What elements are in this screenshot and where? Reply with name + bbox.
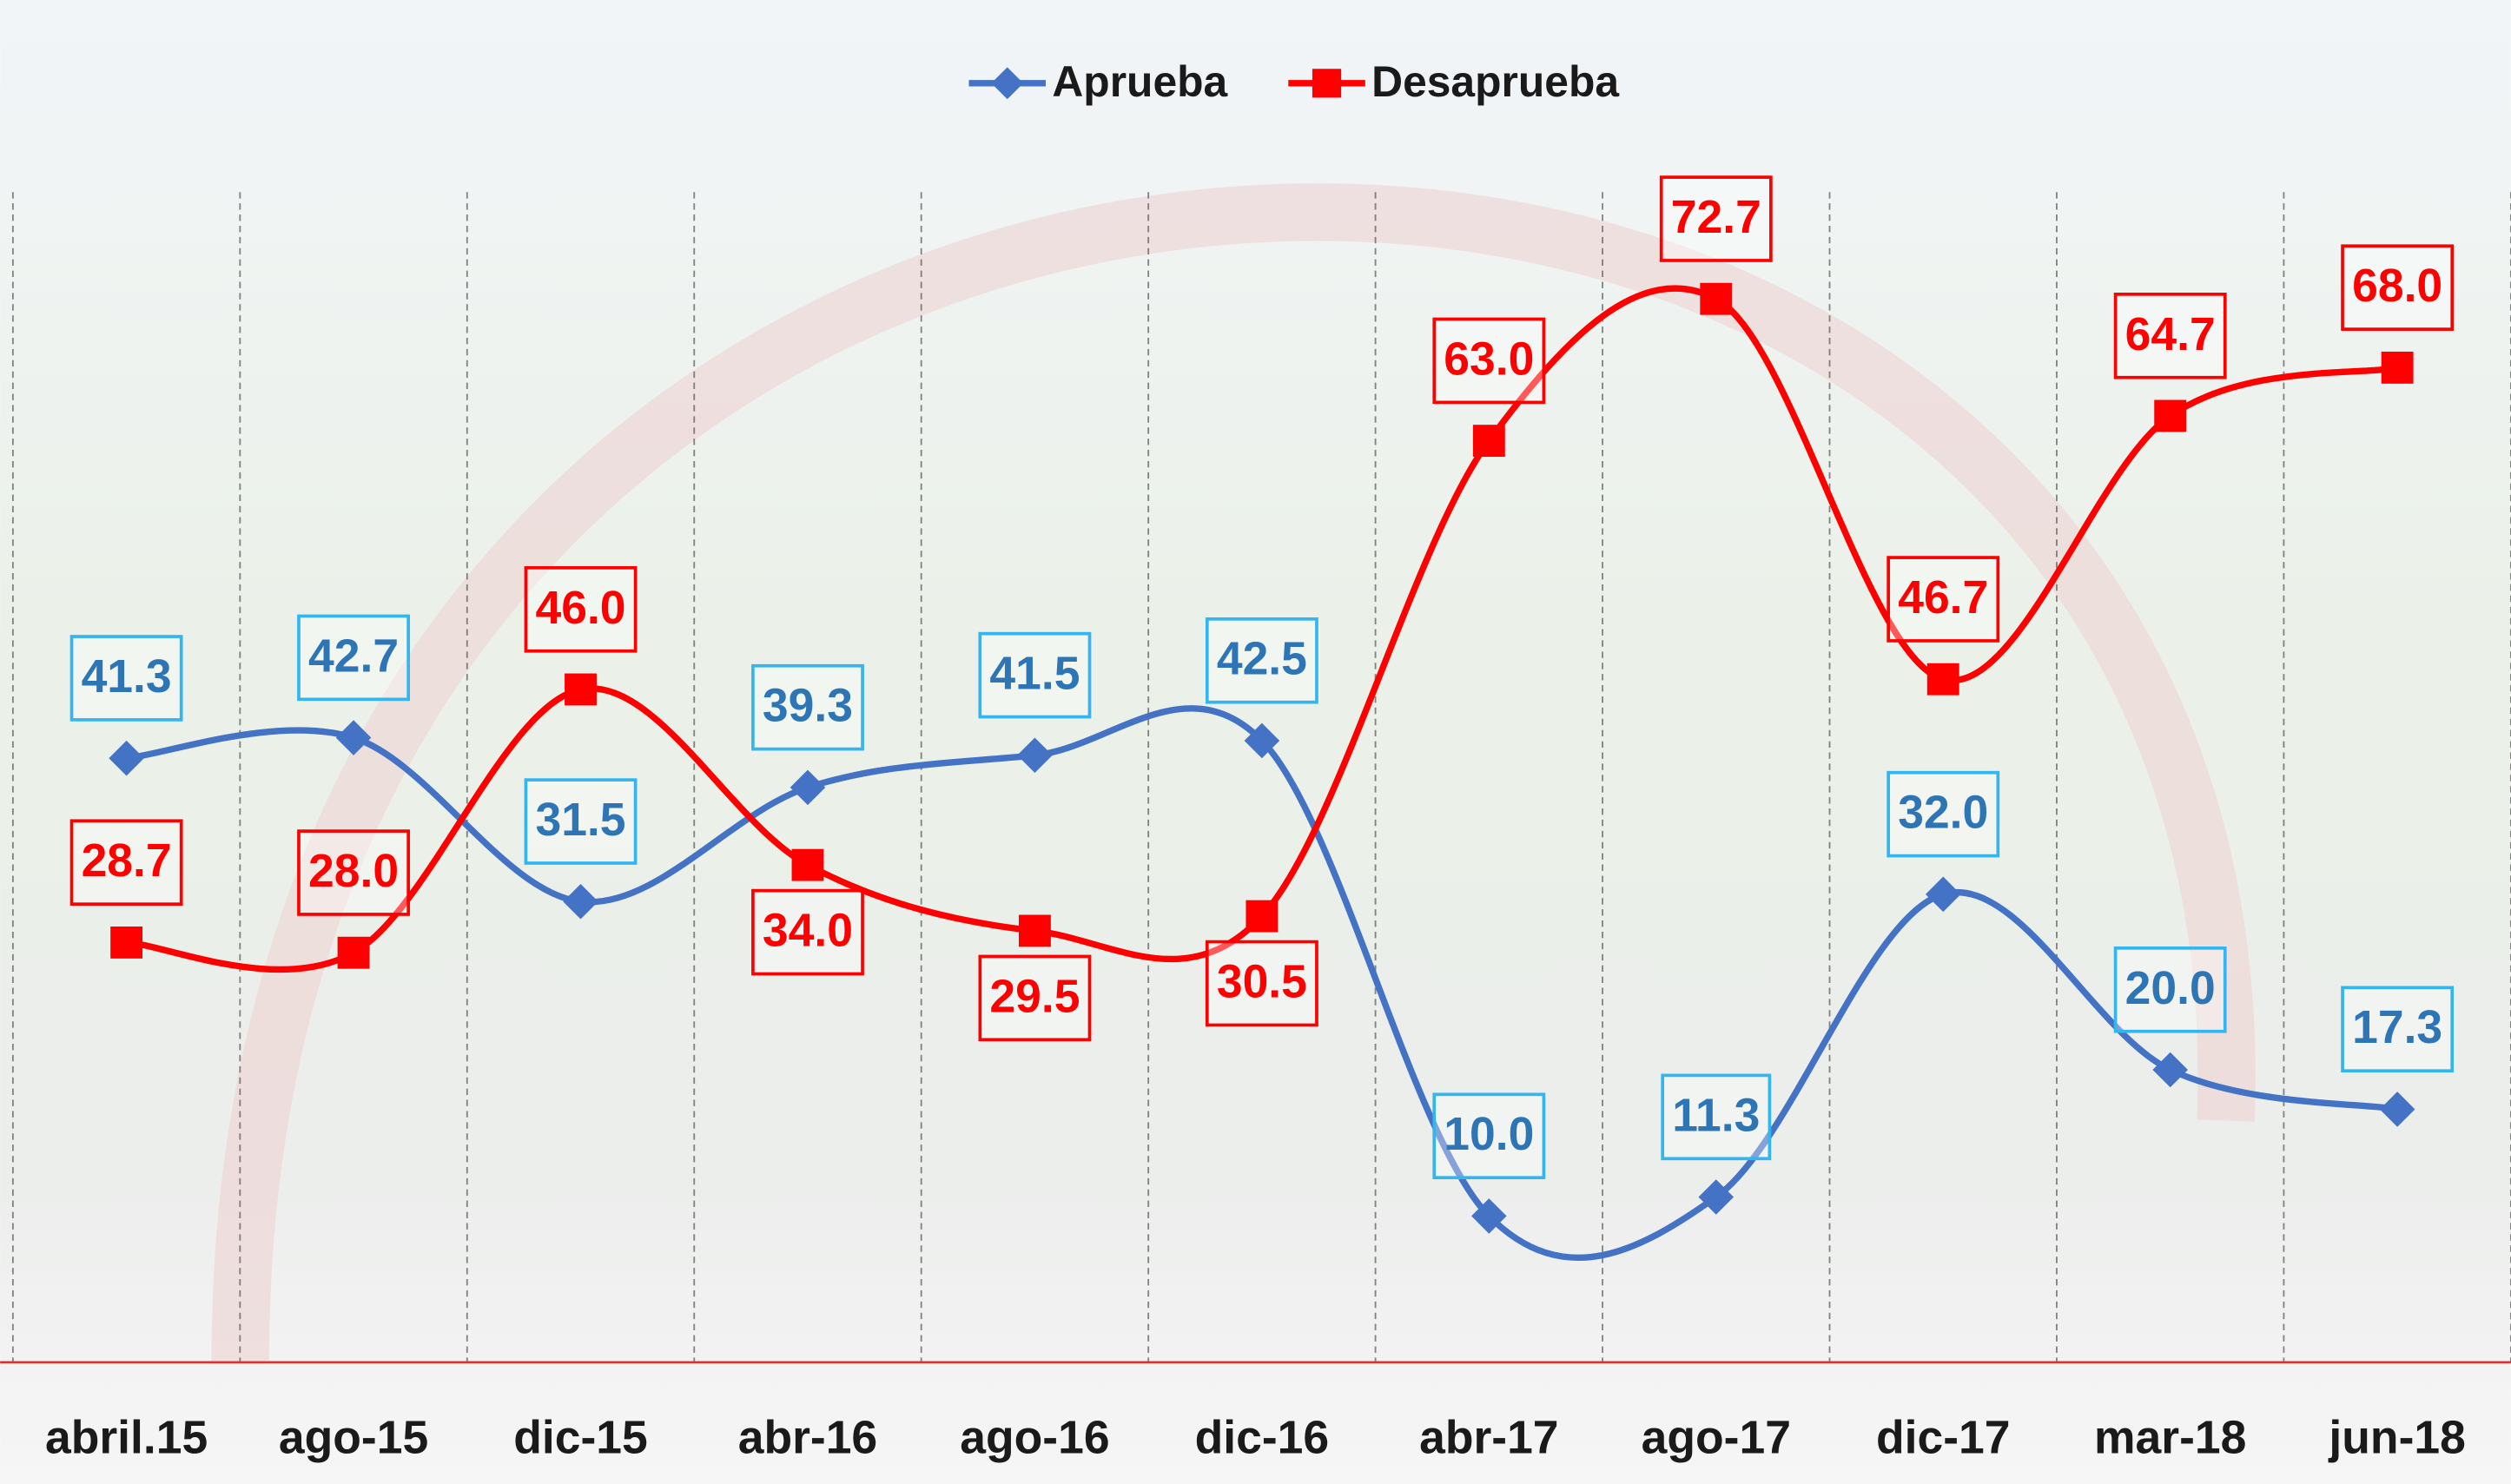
data-label-box	[297, 614, 410, 702]
data-label: 34.0	[763, 906, 853, 957]
data-label-box	[751, 888, 864, 976]
marker	[1244, 722, 1280, 759]
data-label: 29.5	[989, 971, 1080, 1022]
marker	[563, 883, 598, 920]
data-label-box	[2113, 946, 2227, 1033]
marker	[1472, 425, 1505, 458]
data-label-box	[2113, 293, 2227, 379]
marker	[110, 926, 143, 959]
marker	[791, 848, 824, 881]
x-tick-label: ago-17	[1642, 1412, 1791, 1463]
data-label: 20.0	[2125, 963, 2216, 1014]
data-label-box	[2341, 986, 2455, 1073]
marker	[1700, 282, 1733, 315]
marker	[337, 936, 370, 969]
data-label: 42.7	[308, 630, 399, 682]
data-label-box	[1205, 617, 1318, 704]
data-label-box	[1659, 175, 1773, 262]
x-tick-label: ago-16	[960, 1412, 1109, 1463]
data-label: 46.0	[535, 583, 625, 634]
data-label-box	[69, 635, 183, 722]
data-label: 42.5	[1217, 634, 1307, 685]
marker	[2379, 1092, 2415, 1127]
data-label: 68.0	[2352, 261, 2442, 312]
marker	[1017, 737, 1053, 774]
marker	[1926, 663, 1959, 696]
data-label-box	[1432, 317, 1546, 405]
marker	[790, 769, 826, 806]
marker	[1018, 914, 1051, 947]
marker	[2154, 399, 2187, 432]
data-label: 39.3	[763, 681, 853, 732]
x-tick-label: dic-16	[1195, 1412, 1330, 1463]
data-label: 30.5	[1217, 956, 1307, 1007]
legend-label: Desaprueba	[1371, 57, 1619, 106]
x-tick-label: abr-16	[738, 1412, 877, 1463]
series-line	[126, 285, 2398, 973]
data-label-box	[524, 778, 638, 865]
data-label: 41.3	[82, 651, 172, 702]
data-label: 46.7	[1898, 572, 1988, 623]
data-label-box	[69, 819, 183, 907]
data-label-box	[1205, 940, 1318, 1027]
data-label: 28.7	[82, 835, 172, 887]
x-tick-label: jun-18	[2328, 1412, 2465, 1463]
x-tick-label: ago-15	[279, 1412, 428, 1463]
data-label-box	[1661, 1073, 1772, 1161]
marker	[109, 740, 144, 776]
x-tick-label: dic-17	[1876, 1412, 2011, 1463]
data-label-box	[978, 631, 1092, 719]
data-label-box	[978, 954, 1092, 1042]
data-label: 72.7	[1671, 192, 1761, 243]
data-label: 41.5	[989, 649, 1080, 700]
marker	[1246, 900, 1279, 933]
marker	[565, 673, 597, 706]
data-label: 28.0	[308, 846, 399, 897]
data-label-box	[297, 829, 410, 916]
x-tick-label: dic-15	[513, 1412, 648, 1463]
legend: Aprueba Desaprueba	[968, 57, 1619, 106]
data-label-box	[524, 566, 638, 653]
data-label-box	[1432, 1092, 1546, 1180]
data-label: 31.5	[535, 795, 625, 846]
data-label-box	[1887, 556, 2000, 643]
x-tick-label: mar-18	[2094, 1412, 2246, 1463]
legend-label: Aprueba	[1052, 57, 1227, 106]
legend-marker	[1312, 69, 1342, 98]
marker	[335, 720, 372, 755]
background-arch	[211, 183, 2256, 1362]
data-label: 10.0	[1444, 1109, 1534, 1160]
x-tick-label: abr-17	[1419, 1412, 1558, 1463]
data-label: 63.0	[1444, 333, 1534, 385]
data-label: 32.0	[1898, 788, 1988, 839]
marker	[2381, 351, 2414, 384]
data-label: 17.3	[2352, 1002, 2442, 1053]
data-label: 64.7	[2125, 309, 2216, 360]
data-label-box	[751, 663, 864, 751]
data-label-box	[1887, 770, 2000, 858]
x-tick-label: abril.15	[45, 1412, 208, 1463]
legend-marker	[991, 67, 1024, 100]
data-label: 11.3	[1672, 1090, 1760, 1141]
data-label-box	[2341, 244, 2455, 331]
